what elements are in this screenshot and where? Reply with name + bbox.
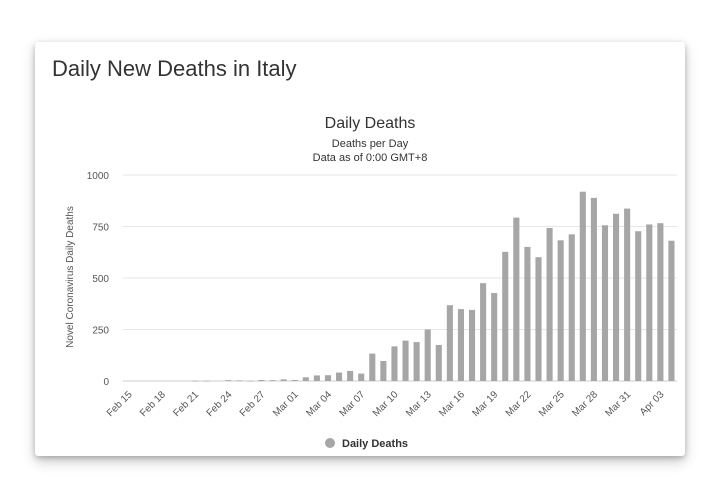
x-tick-label: Mar 22 (504, 389, 534, 419)
x-tick-label: Feb 24 (205, 389, 235, 419)
bar-mar-23[interactable] (535, 257, 542, 381)
bar-mar-13[interactable] (424, 329, 431, 382)
bars (191, 191, 675, 382)
bar-mar-11[interactable] (402, 340, 409, 381)
x-tick-label: Mar 19 (471, 389, 501, 419)
bar-apr-04[interactable] (668, 240, 675, 381)
bar-mar-26[interactable] (568, 234, 575, 381)
chart-svg: Daily Deaths Deaths per Day Data as of 0… (65, 115, 677, 450)
bar-feb-22[interactable] (203, 380, 210, 382)
x-tick-label: Mar 10 (371, 389, 401, 419)
bar-mar-18[interactable] (480, 283, 487, 381)
bar-mar-24[interactable] (546, 227, 553, 381)
bar-mar-29[interactable] (601, 225, 609, 381)
bar-mar-07[interactable] (358, 373, 365, 381)
bar-apr-02[interactable] (646, 224, 653, 381)
x-tick-label: Mar 13 (404, 389, 434, 419)
bar-feb-21[interactable] (191, 380, 199, 382)
gridlines: 0 250 500 750 1000 (87, 171, 677, 388)
x-tick-label: Mar 28 (570, 389, 600, 419)
y-tick-label: 250 (92, 326, 109, 337)
bar-mar-10[interactable] (391, 346, 398, 381)
bar-mar-25[interactable] (557, 240, 564, 381)
x-tick-label: Feb 21 (171, 389, 201, 419)
bar-mar-01[interactable] (291, 379, 298, 381)
bar-feb-26[interactable] (247, 380, 254, 382)
x-tick-label: Mar 04 (304, 389, 334, 419)
chart-title: Daily Deaths (325, 115, 416, 132)
bar-feb-25[interactable] (236, 380, 243, 381)
x-tick-label: Feb 15 (105, 389, 135, 419)
x-tick-label: Feb 27 (238, 389, 268, 419)
bar-mar-06[interactable] (347, 370, 354, 381)
bar-mar-17[interactable] (468, 309, 476, 381)
bar-mar-20[interactable] (502, 251, 509, 381)
x-tick-label: Mar 31 (603, 389, 633, 419)
bar-mar-30[interactable] (613, 213, 620, 381)
x-tick-label: Apr 03 (638, 389, 667, 418)
bar-mar-27[interactable] (579, 191, 586, 381)
bar-feb-27[interactable] (258, 379, 265, 381)
y-tick-label: 1000 (87, 171, 110, 182)
bar-mar-28[interactable] (590, 197, 597, 381)
y-axis-label: Novel Coronavirus Daily Deaths (65, 206, 76, 348)
legend-label: Daily Deaths (342, 438, 408, 450)
bar-mar-19[interactable] (491, 293, 498, 381)
bar-mar-03[interactable] (313, 375, 320, 381)
x-tick-label: Mar 01 (271, 389, 301, 419)
bar-feb-28[interactable] (269, 380, 276, 381)
bar-mar-15[interactable] (446, 305, 453, 381)
bar-mar-14[interactable] (435, 344, 442, 381)
x-tick-label: Mar 25 (537, 389, 567, 419)
chart-subtitle-line-2: Data as of 0:00 GMT+8 (313, 152, 428, 164)
tick-labels: Feb 15 Feb 18 Feb 21 Feb 24 Feb 27 Mar 01 Mar … (105, 389, 667, 419)
bar-mar-05[interactable] (336, 372, 343, 381)
x-tick-label: Feb 18 (138, 389, 168, 419)
bar-mar-02[interactable] (302, 377, 309, 381)
bar-apr-03[interactable] (657, 223, 664, 381)
legend-marker (325, 438, 335, 448)
bar-apr-01[interactable] (635, 231, 642, 381)
bar-mar-04[interactable] (324, 375, 332, 381)
y-tick-label: 750 (92, 223, 109, 234)
bar-mar-16[interactable] (457, 309, 464, 381)
bar-mar-08[interactable] (369, 353, 376, 381)
bar-mar-31[interactable] (624, 208, 631, 381)
x-tick-label: Mar 07 (338, 389, 368, 419)
bar-feb-29[interactable] (280, 379, 287, 381)
chart-subtitle-line-1: Deaths per Day (332, 138, 409, 150)
bar-mar-22[interactable] (524, 246, 531, 381)
chart-card: Daily New Deaths in Italy Daily Deaths D… (35, 42, 685, 456)
legend[interactable]: Daily Deaths (325, 438, 408, 450)
x-tick-label: Mar 16 (437, 389, 467, 419)
bar-mar-21[interactable] (513, 217, 520, 381)
y-tick-label: 0 (103, 377, 109, 388)
y-tick-label: 500 (92, 274, 109, 285)
card-title: Daily New Deaths in Italy (52, 56, 297, 81)
bar-mar-12[interactable] (413, 342, 420, 381)
bar-mar-09[interactable] (380, 361, 387, 381)
bar-feb-24[interactable] (225, 380, 232, 381)
